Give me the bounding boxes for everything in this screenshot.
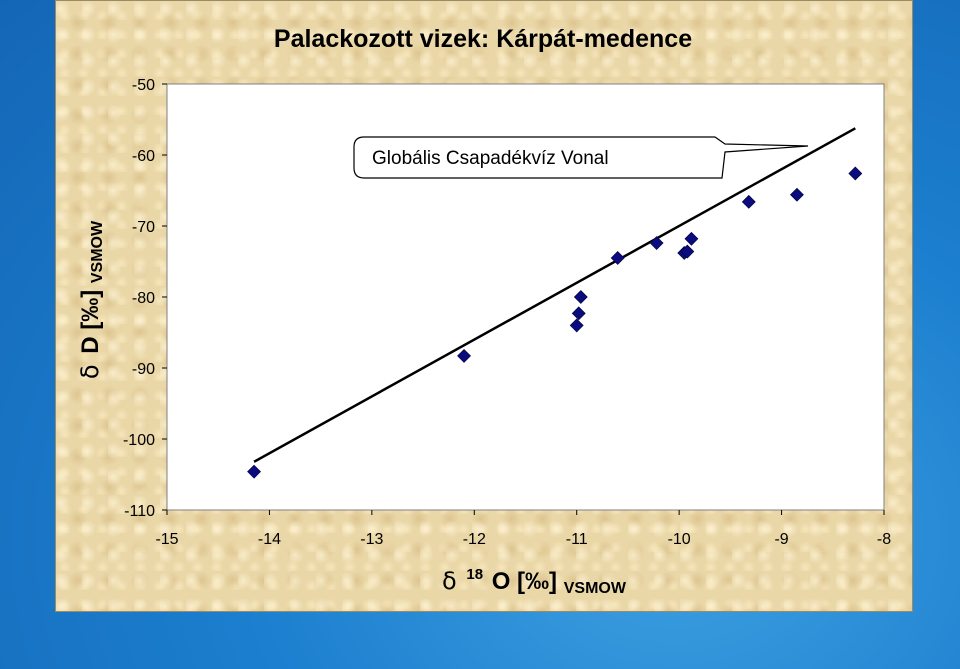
data-point	[569, 318, 584, 333]
chart-title: Palackozott vizek: Kárpát-medence	[274, 25, 692, 53]
x-axis-ticks: -15 -14 -13 -12 -11 -10 -9 -8	[155, 510, 891, 548]
global-meteoric-water-line	[253, 127, 856, 463]
svg-text:δ 18 O [‰] V: δ 18 O [‰] VSMOW	[442, 558, 627, 597]
x-axis-title-sup: 18	[466, 566, 483, 583]
data-point	[848, 166, 863, 181]
x-tick-label: -10	[668, 531, 691, 548]
data-points	[247, 166, 863, 479]
x-tick-label: -13	[360, 531, 383, 548]
data-point	[684, 231, 699, 246]
y-axis-title-sub: VSMOW	[89, 220, 106, 283]
data-point	[790, 187, 804, 202]
x-tick-label: -15	[155, 531, 178, 548]
y-tick-label: -50	[132, 77, 155, 94]
x-axis-title-sub: VSMOW	[564, 580, 627, 597]
x-tick-label: -14	[258, 531, 281, 548]
y-tick-label: -80	[132, 290, 155, 307]
data-point	[247, 464, 261, 479]
data-point	[741, 194, 756, 209]
y-tick-label: -90	[132, 361, 155, 378]
y-tick-label: -70	[132, 219, 155, 236]
y-tick-label: -110	[124, 503, 155, 520]
svg-text:δ D [‰] VSMOW: δ D [‰] VSMOW	[76, 220, 106, 379]
y-tick-label: -60	[132, 148, 155, 165]
data-point	[571, 306, 586, 321]
data-point	[649, 236, 664, 250]
x-tick-label: -9	[774, 531, 788, 548]
y-axis-title-delta: δ	[76, 364, 104, 379]
x-axis-title-main: O [‰]	[492, 568, 557, 595]
x-tick-label: -11	[566, 531, 588, 548]
x-tick-label: -12	[463, 531, 486, 548]
data-point	[680, 244, 695, 259]
line-callout: Globális Csapadékvíz Vonal	[353, 136, 809, 179]
y-axis-ticks: -50 -60 -70 -80 -90 -100 -110	[123, 77, 167, 520]
data-point	[457, 349, 471, 363]
line-callout-label: Globális Csapadékvíz Vonal	[372, 148, 609, 169]
data-point	[573, 290, 588, 304]
y-axis-title: δ D [‰] VSMOW	[76, 220, 106, 379]
data-point	[610, 251, 625, 265]
x-axis-title: δ 18 O [‰] VSMOW	[442, 558, 627, 597]
x-tick-label: -8	[877, 531, 891, 548]
y-tick-label: -100	[123, 432, 155, 449]
x-axis-title-delta: δ	[442, 567, 457, 595]
y-axis-title-main: D [‰]	[77, 290, 104, 354]
